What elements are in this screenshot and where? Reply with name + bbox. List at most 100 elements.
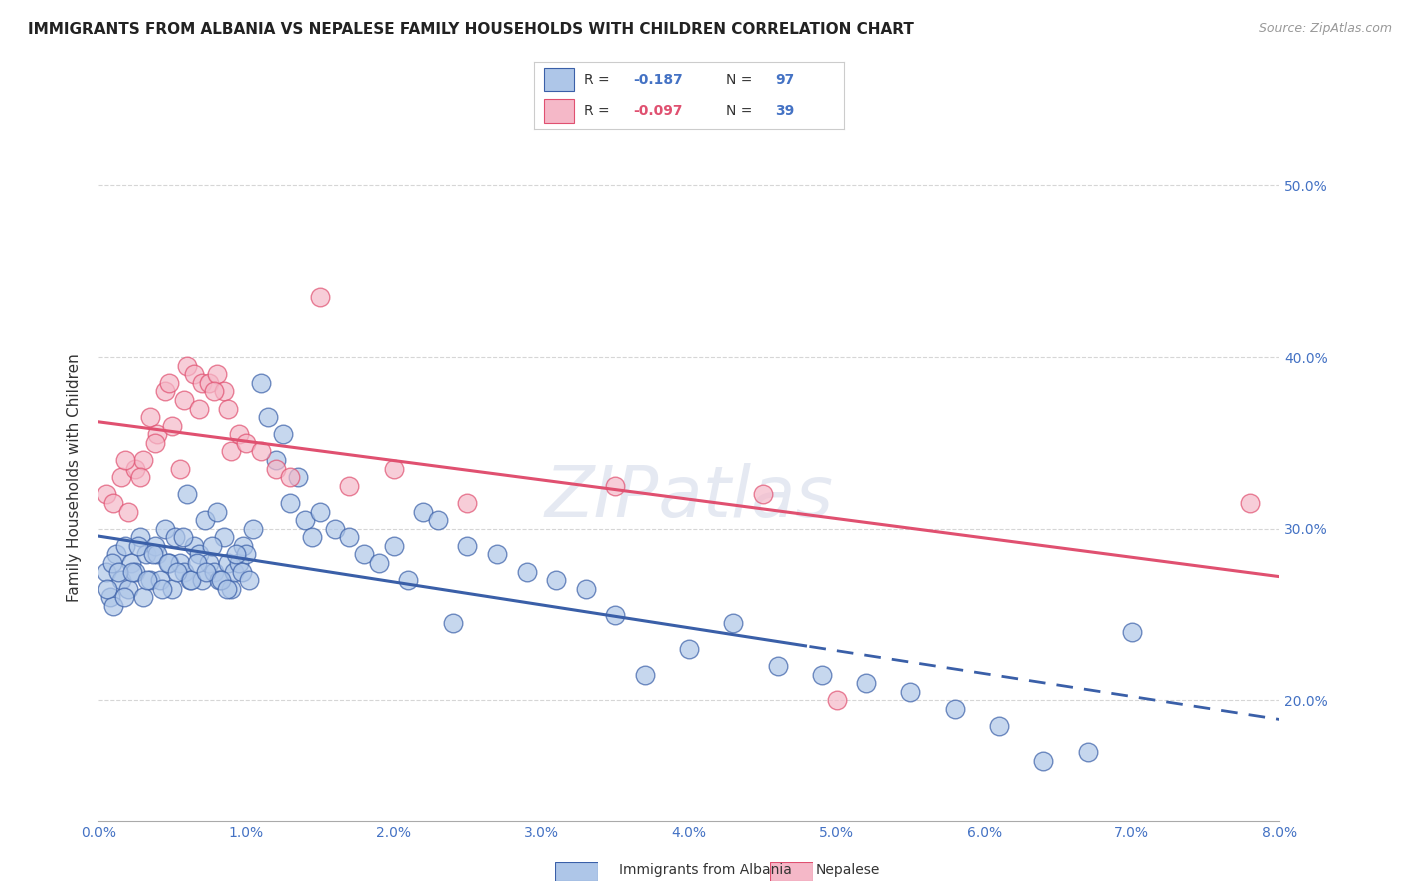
Point — [194, 513, 217, 527]
Point — [191, 574, 214, 588]
Bar — [544, 99, 575, 123]
Point — [353, 548, 375, 562]
Point — [1032, 754, 1054, 768]
Point — [153, 522, 176, 536]
Point — [723, 616, 745, 631]
Point — [224, 565, 246, 579]
Point — [146, 427, 169, 442]
Point — [117, 505, 139, 519]
Point — [987, 719, 1010, 733]
Point — [124, 565, 146, 579]
Point — [546, 574, 568, 588]
Point — [195, 565, 218, 579]
Text: ZIPatlas: ZIPatlas — [544, 463, 834, 533]
Point — [183, 539, 205, 553]
Point — [219, 582, 242, 596]
Point — [605, 607, 627, 622]
Point — [143, 539, 166, 553]
Text: 97: 97 — [776, 73, 794, 87]
Point — [225, 548, 247, 562]
Point — [1239, 496, 1261, 510]
Point — [173, 565, 195, 579]
Point — [94, 565, 117, 579]
Point — [198, 556, 221, 570]
Point — [228, 427, 250, 442]
Text: R =: R = — [583, 73, 609, 87]
Point — [231, 565, 253, 579]
Point — [179, 574, 201, 588]
Point — [250, 444, 273, 458]
Point — [165, 530, 187, 544]
Point — [156, 556, 179, 570]
Point — [157, 376, 180, 390]
Text: Source: ZipAtlas.com: Source: ZipAtlas.com — [1258, 22, 1392, 36]
Point — [162, 418, 183, 433]
Point — [855, 676, 877, 690]
Point — [766, 659, 789, 673]
Point — [120, 556, 142, 570]
Point — [139, 574, 162, 588]
Point — [169, 556, 191, 570]
Point — [278, 496, 302, 510]
Point — [132, 453, 155, 467]
Point — [633, 667, 655, 681]
Point — [191, 376, 214, 390]
Point — [136, 574, 159, 588]
Point — [250, 376, 273, 390]
Point — [100, 556, 122, 570]
Point — [215, 582, 238, 596]
Point — [294, 513, 316, 527]
Point — [1121, 624, 1143, 639]
Point — [202, 565, 225, 579]
Point — [183, 368, 205, 382]
Point — [143, 435, 166, 450]
Text: R =: R = — [583, 103, 609, 118]
Point — [810, 667, 832, 681]
Point — [574, 582, 596, 596]
Point — [412, 505, 434, 519]
Point — [114, 453, 136, 467]
Point — [605, 479, 627, 493]
Point — [264, 453, 287, 467]
Point — [235, 435, 257, 450]
Point — [205, 505, 228, 519]
Text: -0.097: -0.097 — [633, 103, 683, 118]
Point — [208, 574, 231, 588]
Point — [515, 565, 537, 579]
Point — [426, 513, 449, 527]
Point — [176, 487, 198, 501]
Point — [382, 539, 405, 553]
Point — [287, 470, 309, 484]
Point — [114, 539, 136, 553]
Point — [751, 487, 773, 501]
Point — [264, 461, 287, 475]
Point — [128, 530, 150, 544]
Point — [157, 556, 180, 570]
Text: -0.187: -0.187 — [633, 73, 683, 87]
Point — [162, 582, 183, 596]
Point — [153, 384, 176, 399]
Point — [337, 530, 360, 544]
Text: N =: N = — [725, 103, 752, 118]
Text: 39: 39 — [776, 103, 794, 118]
Point — [110, 574, 132, 588]
Point — [678, 642, 700, 657]
Point — [186, 556, 208, 570]
Point — [132, 591, 155, 605]
Point — [201, 539, 224, 553]
Point — [382, 461, 405, 475]
Point — [456, 539, 478, 553]
Point — [301, 530, 323, 544]
Point — [124, 461, 146, 475]
Bar — [544, 68, 575, 91]
Point — [209, 574, 232, 588]
Point — [486, 548, 509, 562]
Point — [150, 582, 173, 596]
Point — [825, 693, 848, 707]
Point — [1076, 745, 1098, 759]
Point — [257, 410, 280, 425]
Point — [121, 565, 143, 579]
Point — [135, 548, 157, 562]
Point — [217, 556, 239, 570]
Point — [337, 479, 360, 493]
